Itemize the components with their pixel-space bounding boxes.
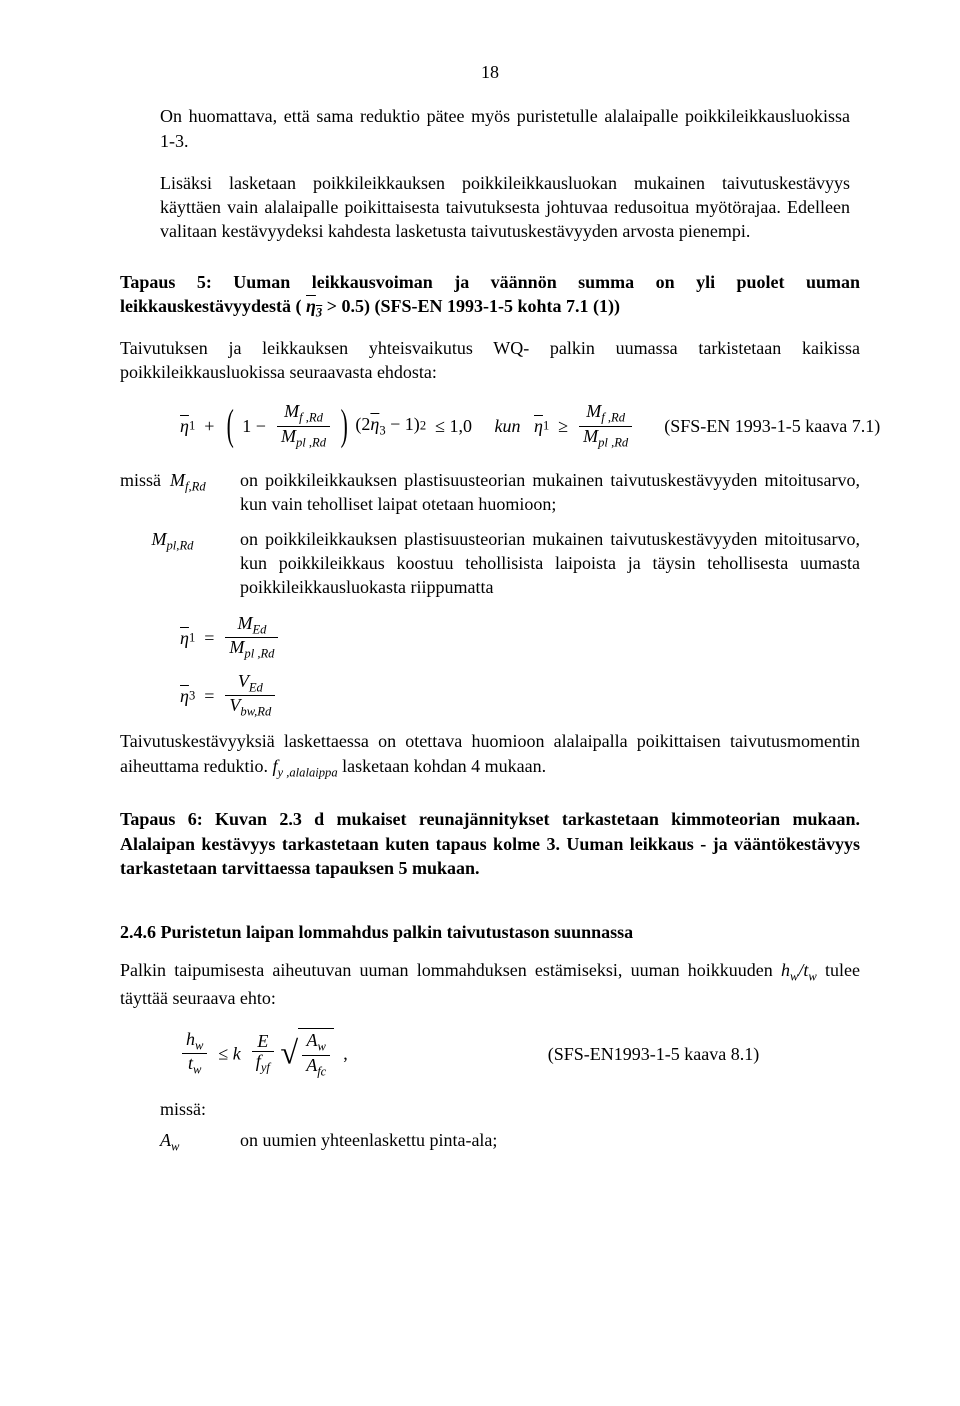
def2-text: on poikkileikkauksen plastisuusteorian m… bbox=[240, 527, 860, 600]
eq-7-1-ref: (SFS-EN 1993-1-5 kaava 7.1) bbox=[664, 414, 880, 438]
def-row-2: Mpl,Rd on poikkileikkauksen plastisuuste… bbox=[120, 527, 860, 600]
paragraph-4: Taivutuskestävyyksiä laskettaessa on ote… bbox=[120, 729, 860, 781]
paragraph-5: Palkin taipumisesta aiheutuvan uuman lom… bbox=[120, 958, 860, 1010]
intro-block: On huomattava, että sama reduktio pätee … bbox=[160, 104, 850, 243]
Aw-text: on uumien yhteenlaskettu pinta-ala; bbox=[240, 1128, 860, 1156]
eta1-def: η1 = MEd Mpl ,Rd bbox=[180, 614, 860, 662]
page: 18 On huomattava, että sama reduktio pät… bbox=[0, 0, 960, 1406]
Aw-row: Aw on uumien yhteenlaskettu pinta-ala; bbox=[160, 1128, 860, 1156]
kun: kun bbox=[495, 416, 521, 436]
definitions: missä Mf,Rd on poikkileikkauksen plastis… bbox=[120, 468, 860, 599]
equation-7-1: η1 + ( 1 − Mf ,Rd Mpl ,Rd ) (2η3 − 1)2 ≤… bbox=[180, 402, 860, 450]
p5a: Palkin taipumisesta aiheutuvan uuman lom… bbox=[120, 960, 781, 980]
eta-definitions: η1 = MEd Mpl ,Rd η3 = VEd Vbw,Rd bbox=[180, 614, 860, 720]
missa-label: missä: bbox=[160, 1097, 860, 1121]
page-number: 18 bbox=[120, 60, 860, 84]
paragraph-3: Taivutuksen ja leikkauksen yhteisvaikutu… bbox=[120, 336, 860, 385]
def1-label: missä Mf,Rd bbox=[120, 468, 240, 517]
def-row-1: missä Mf,Rd on poikkileikkauksen plastis… bbox=[120, 468, 860, 517]
def2-label: Mpl,Rd bbox=[120, 527, 240, 600]
missa-block: missä: Aw on uumien yhteenlaskettu pinta… bbox=[160, 1097, 860, 1155]
eq-7-1-body: η1 + ( 1 − Mf ,Rd Mpl ,Rd ) (2η3 − 1)2 ≤… bbox=[180, 402, 634, 450]
paragraph-2: Lisäksi lasketaan poikkileikkauksen poik… bbox=[160, 171, 850, 244]
case5-title-b: > 0.5) (SFS-EN 1993-1-5 kohta 7.1 (1)) bbox=[322, 296, 620, 316]
eta3-def: η3 = VEd Vbw,Rd bbox=[180, 672, 860, 720]
hw-tw: hw/tw bbox=[781, 960, 817, 980]
p4b: lasketaan kohdan 4 mukaan. bbox=[338, 756, 546, 776]
section-2-4-6: 2.4.6 Puristetun laipan lommahdus palkin… bbox=[120, 920, 860, 944]
case6-title: Tapaus 6: Kuvan 2.3 d mukaiset reunajänn… bbox=[120, 807, 860, 880]
equation-8-1: hw tw ≤ k E fyf √ Aw Afc , (SFS-EN1993-1… bbox=[180, 1028, 860, 1079]
Aw-label: Aw bbox=[160, 1128, 240, 1156]
paragraph-1: On huomattava, että sama reduktio pätee … bbox=[160, 104, 850, 153]
eta3-symbol: η3 bbox=[306, 296, 322, 316]
eq-8-1-body: hw tw ≤ k E fyf √ Aw Afc , bbox=[180, 1028, 348, 1079]
def1-text: on poikkileikkauksen plastisuusteorian m… bbox=[240, 468, 860, 517]
eq-8-1-ref: (SFS-EN1993-1-5 kaava 8.1) bbox=[548, 1042, 759, 1066]
fy-ala: fy ,alalaippa bbox=[272, 756, 337, 776]
case5-title: Tapaus 5: Uuman leikkausvoiman ja väännö… bbox=[120, 270, 860, 322]
